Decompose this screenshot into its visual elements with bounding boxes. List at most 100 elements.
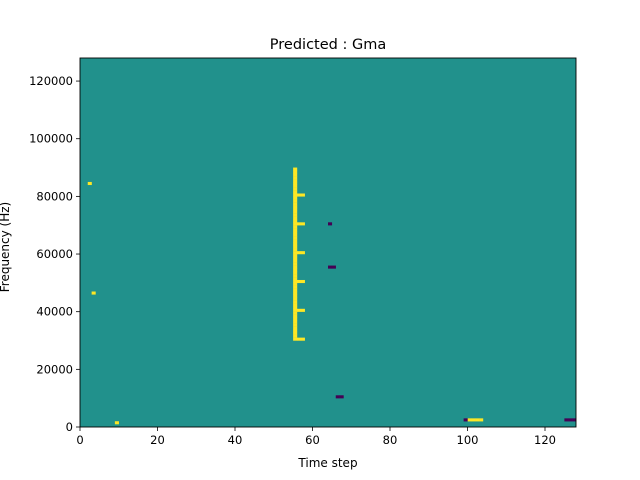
heatmap-cell — [114, 421, 119, 425]
y-tick-label: 100000 — [29, 132, 73, 146]
plot-frame — [79, 57, 577, 428]
x-tick-label: 0 — [76, 433, 83, 447]
heatmap-cell — [293, 317, 298, 321]
heatmap-cell — [293, 187, 298, 191]
x-tick-label: 40 — [228, 433, 243, 447]
heatmap-cell — [300, 222, 305, 226]
x-tick-label: 60 — [305, 433, 320, 447]
heatmap-cell — [293, 291, 298, 295]
heatmap-cell — [293, 236, 298, 240]
heatmap-cell — [293, 193, 298, 197]
heatmap-cell — [293, 210, 298, 214]
heatmap-cell — [87, 181, 92, 186]
heatmap-cell — [467, 418, 472, 422]
heatmap-cell — [293, 285, 298, 289]
heatmap-cell — [328, 265, 333, 269]
heatmap-cell — [300, 337, 305, 341]
heatmap-cell — [293, 248, 298, 252]
heatmap-cell — [293, 337, 298, 341]
heatmap-cell — [293, 176, 298, 180]
heatmap-cell — [297, 193, 302, 197]
y-tick-label: 0 — [66, 420, 73, 434]
heatmap-cell — [293, 308, 298, 312]
heatmap-cell — [293, 277, 298, 281]
heatmap-cell — [293, 320, 298, 324]
y-tick-label: 60000 — [36, 247, 73, 261]
heatmap-cell — [339, 395, 344, 399]
heatmap-cell — [297, 308, 302, 312]
y-tick-label: 80000 — [36, 189, 73, 203]
x-tick-label: 20 — [150, 433, 165, 447]
heatmap-cell — [471, 418, 476, 422]
heatmap-cell — [297, 337, 302, 341]
heatmap-cell — [293, 184, 298, 188]
heatmap-cell — [463, 418, 468, 422]
heatmap-cell — [293, 228, 298, 232]
heatmap-cell — [293, 305, 298, 310]
heatmap-cell — [293, 222, 298, 226]
heatmap-cell — [293, 225, 298, 229]
y-tick-label: 120000 — [29, 74, 73, 88]
heatmap-cell — [293, 300, 298, 304]
heatmap-cell — [293, 294, 298, 298]
heatmap-cell — [293, 216, 298, 220]
heatmap-cell — [293, 181, 298, 186]
y-tick-label: 20000 — [36, 362, 73, 376]
heatmap-cell — [293, 213, 298, 217]
heatmap-cell — [293, 262, 298, 266]
y-tick-label: 40000 — [36, 305, 73, 319]
heatmap-cell — [479, 418, 484, 422]
x-tick-label: 100 — [457, 433, 479, 447]
heatmap-cell — [293, 205, 298, 209]
heatmap-cell — [293, 323, 298, 327]
heatmap-cell — [293, 256, 298, 260]
heatmap-cell — [564, 418, 569, 422]
heatmap-cell — [293, 259, 298, 263]
heatmap-cell — [293, 271, 298, 275]
heatmap-cell — [293, 328, 298, 333]
heatmap-cell — [293, 179, 298, 183]
heatmap-cell — [293, 279, 298, 284]
heatmap-cell — [293, 274, 298, 278]
heatmap-cell — [300, 308, 305, 312]
heatmap-cell — [475, 418, 480, 422]
x-axis-label: Time step — [297, 456, 357, 470]
heatmap-cell — [293, 170, 298, 174]
heatmap-cell — [293, 207, 298, 211]
heatmap-cell — [328, 222, 333, 226]
heatmap-cell — [293, 245, 298, 249]
x-tick-label: 120 — [534, 433, 556, 447]
heatmap-cell — [293, 239, 298, 243]
heatmap-cell — [293, 202, 298, 206]
heatmap-cell — [297, 222, 302, 226]
chart-title: Predicted : Gma — [270, 37, 386, 53]
heatmap-cell — [91, 291, 96, 295]
heatmap-cell — [293, 242, 298, 246]
heatmap-cell — [297, 251, 302, 255]
x-tick-label: 80 — [383, 433, 398, 447]
heatmap-cell — [300, 193, 305, 197]
x-axis: 0 20 40 60 80 100 120 — [76, 427, 556, 447]
heatmap-cell — [293, 268, 298, 272]
heatmap-cell — [293, 311, 298, 315]
heatmap-cell — [293, 326, 298, 330]
heatmap-cell — [300, 251, 305, 255]
heatmap-cell — [293, 251, 298, 255]
heatmap-cell — [293, 173, 298, 177]
heatmap-cell — [331, 265, 336, 269]
heatmap-cell — [293, 331, 298, 335]
heatmap-cell — [293, 219, 298, 223]
heatmap-cell — [293, 297, 298, 301]
heatmap-cell — [293, 334, 298, 338]
heatmap-cell — [293, 314, 298, 318]
heatmap-cell — [300, 279, 305, 284]
heatmap-cell — [568, 418, 573, 422]
y-axis: 0 20000 40000 60000 80000 100000 120000 — [29, 74, 80, 434]
heatmap-cell — [335, 395, 340, 399]
heatmap-cell — [293, 254, 298, 258]
heatmap-cell — [293, 230, 298, 235]
plot-area — [79, 57, 577, 428]
heatmap-cell — [572, 418, 577, 422]
heatmap-cell — [293, 265, 298, 269]
